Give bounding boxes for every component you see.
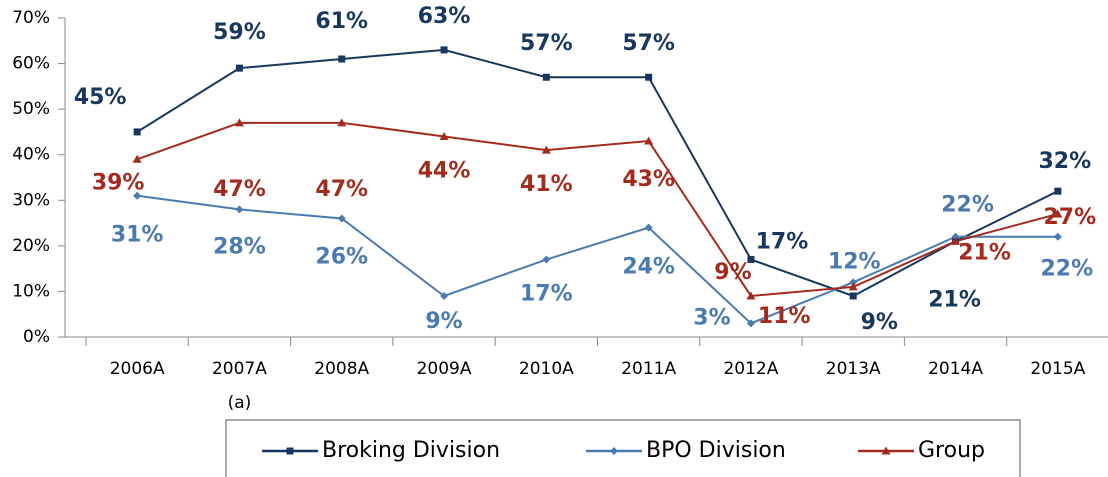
legend-label: BPO Division xyxy=(646,438,786,463)
data-label: 57% xyxy=(520,31,573,56)
y-tick-label: 30% xyxy=(12,190,50,210)
data-label: 45% xyxy=(74,85,127,110)
data-label: 3% xyxy=(693,305,730,330)
point xyxy=(951,236,961,245)
data-label: 26% xyxy=(315,245,368,270)
point xyxy=(746,291,756,300)
x-tick-label: 2007A xyxy=(212,359,267,379)
x-tick-label: 2011A xyxy=(621,359,676,379)
point xyxy=(1054,187,1062,195)
data-label: 27% xyxy=(1044,205,1097,230)
point xyxy=(849,292,857,300)
data-label: 17% xyxy=(756,230,809,255)
point xyxy=(747,256,755,264)
point xyxy=(440,291,449,300)
point xyxy=(234,118,244,127)
data-label: 21% xyxy=(958,240,1011,265)
y-tick-label: 40% xyxy=(12,145,50,165)
point xyxy=(541,145,551,154)
point xyxy=(644,223,653,232)
point xyxy=(644,136,654,145)
data-label: 22% xyxy=(1041,257,1094,282)
data-label: 63% xyxy=(418,4,471,29)
data-label: 9% xyxy=(861,310,898,335)
y-tick-label: 20% xyxy=(12,236,50,256)
point xyxy=(338,55,346,63)
category-note: (a) xyxy=(228,393,252,413)
point xyxy=(337,214,346,223)
point xyxy=(132,154,142,163)
data-label: 28% xyxy=(213,234,266,259)
point xyxy=(235,205,244,214)
point xyxy=(746,319,755,328)
data-label: 12% xyxy=(828,249,881,274)
y-tick-label: 10% xyxy=(12,281,50,301)
point xyxy=(1053,209,1063,218)
data-label: 57% xyxy=(622,31,675,56)
data-label: 32% xyxy=(1039,149,1092,174)
x-tick-label: 2009A xyxy=(417,359,472,379)
data-label: 47% xyxy=(213,177,266,202)
legend-marker xyxy=(610,447,618,455)
x-tick-label: 2015A xyxy=(1030,359,1085,379)
legend-label: Group xyxy=(918,438,985,463)
x-tick-label: 2013A xyxy=(826,359,881,379)
data-label: 31% xyxy=(111,223,164,248)
data-label: 21% xyxy=(928,287,981,312)
point xyxy=(542,255,551,264)
legend-box xyxy=(225,419,1021,477)
data-label: 39% xyxy=(92,170,145,195)
point xyxy=(848,282,858,291)
point xyxy=(1053,232,1062,241)
data-label: 61% xyxy=(315,9,368,34)
point xyxy=(645,73,653,81)
data-label: 24% xyxy=(622,255,675,280)
point xyxy=(337,118,347,127)
series-line xyxy=(136,121,1059,298)
point xyxy=(542,73,550,81)
data-label: 43% xyxy=(622,167,675,192)
data-label: 17% xyxy=(520,282,573,307)
data-label: 41% xyxy=(520,172,573,197)
x-tick-label: 2008A xyxy=(314,359,369,379)
x-tick-label: 2012A xyxy=(723,359,778,379)
legend-marker xyxy=(881,446,891,455)
legend-marker xyxy=(286,447,294,455)
data-label: 9% xyxy=(425,309,462,334)
point xyxy=(133,191,142,200)
point xyxy=(133,128,141,136)
y-tick-label: 0% xyxy=(23,327,50,347)
point xyxy=(951,232,960,241)
x-tick-label: 2010A xyxy=(519,359,574,379)
y-tick-label: 50% xyxy=(12,99,50,119)
data-label: 22% xyxy=(941,193,994,218)
data-label: 59% xyxy=(213,20,266,45)
legend-label: Broking Division xyxy=(322,438,500,463)
x-tick-label: 2014A xyxy=(928,359,983,379)
y-tick-label: 70% xyxy=(12,8,50,28)
series-line xyxy=(136,48,1059,298)
data-label: 47% xyxy=(315,177,368,202)
point xyxy=(439,131,449,140)
data-label: 44% xyxy=(418,158,471,183)
point xyxy=(849,278,858,287)
x-tick-label: 2006A xyxy=(110,359,165,379)
data-label: 9% xyxy=(714,260,751,285)
y-tick-label: 60% xyxy=(12,54,50,74)
series-line xyxy=(137,194,1058,325)
point xyxy=(235,64,243,72)
point xyxy=(440,46,448,54)
data-label: 11% xyxy=(758,304,811,329)
